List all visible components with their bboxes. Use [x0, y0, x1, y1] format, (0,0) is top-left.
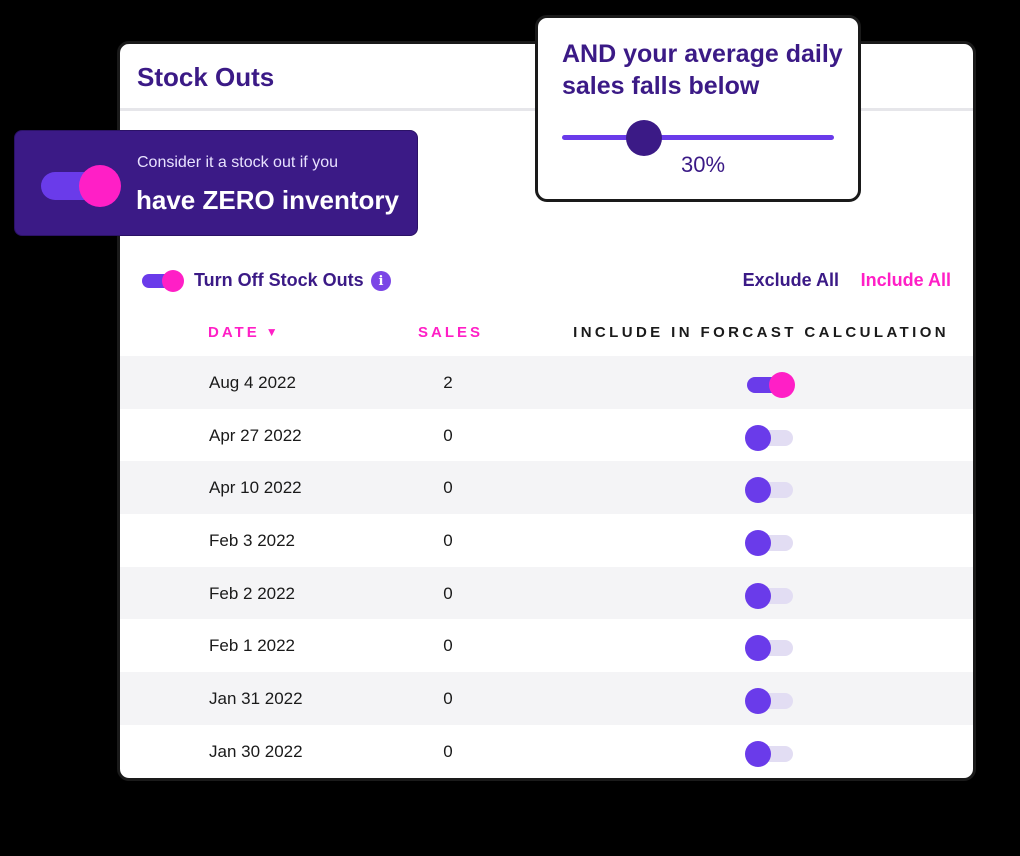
include-toggle[interactable] — [745, 687, 795, 715]
toggle-knob — [769, 372, 795, 398]
toggle-knob — [79, 165, 121, 207]
zero-inventory-heading: have ZERO inventory — [136, 185, 399, 215]
sales-cell: 0 — [443, 741, 453, 761]
table-row: Feb 3 2022 0 — [120, 514, 973, 567]
sales-cell: 0 — [443, 689, 453, 709]
sales-cell: 0 — [443, 425, 453, 445]
table-row: Jan 31 2022 0 — [120, 672, 973, 725]
include-toggle[interactable] — [745, 476, 795, 504]
date-cell: Jan 30 2022 — [209, 741, 303, 761]
date-cell: Apr 27 2022 — [209, 425, 302, 445]
include-toggle[interactable] — [745, 634, 795, 662]
sales-cell: 2 — [443, 373, 453, 392]
controls-row: Turn Off Stock Outs i Exclude All Includ… — [142, 266, 951, 296]
date-cell: Apr 10 2022 — [209, 478, 302, 498]
include-column-header: INCLUDE IN FORCAST CALCULATION — [573, 324, 949, 341]
date-cell: Aug 4 2022 — [209, 373, 296, 392]
slider-thumb[interactable] — [625, 120, 662, 156]
date-cell: Feb 3 2022 — [209, 531, 296, 551]
toggle-knob — [745, 740, 771, 767]
include-toggle[interactable] — [745, 424, 795, 451]
toggle-knob — [745, 424, 771, 451]
sales-cell: 0 — [443, 478, 453, 498]
toggle-knob — [745, 530, 771, 557]
toggle-knob — [745, 688, 771, 715]
zero-inventory-caption: Consider it a stock out if you — [137, 154, 338, 171]
table-row: Feb 2 2022 0 — [120, 566, 973, 620]
sales-column-header[interactable]: SALES — [418, 324, 484, 341]
table-row: Jan 30 2022 0 — [120, 725, 973, 778]
table-header: DATE ▼ SALES INCLUDE IN FORCAST CALCULATI… — [120, 324, 973, 344]
card-title: Stock Outs — [137, 62, 275, 92]
table-row: Aug 4 2022 2 — [120, 356, 973, 409]
date-header-label: DATE — [208, 324, 260, 341]
sales-threshold-slider[interactable] — [562, 120, 834, 156]
sales-cell: 0 — [443, 636, 453, 656]
turn-off-stock-outs-label: Turn Off Stock Outs — [194, 270, 364, 290]
info-icon[interactable]: i — [371, 271, 391, 291]
toggle-knob — [162, 270, 184, 292]
table-row: Apr 27 2022 0 — [120, 409, 973, 462]
toggle-knob — [745, 582, 771, 609]
date-cell: Feb 1 2022 — [209, 636, 296, 656]
include-toggle[interactable] — [745, 529, 795, 557]
slider-rail — [562, 135, 834, 140]
date-cell: Feb 2 2022 — [209, 583, 296, 603]
include-toggle[interactable] — [745, 371, 795, 398]
sales-threshold-value: 30% — [680, 152, 726, 177]
caret-down-icon: ▼ — [265, 325, 278, 339]
sales-threshold-title: AND your average daily sales falls below — [562, 40, 843, 100]
include-toggle[interactable] — [745, 740, 795, 767]
zero-inventory-card: Consider it a stock out if you have ZERO… — [14, 130, 418, 236]
date-column-header[interactable]: DATE ▼ — [208, 324, 278, 341]
exclude-all-link[interactable]: Exclude All — [742, 270, 839, 290]
table-body: Aug 4 2022 2 Apr 27 2022 0 Apr 10 2022 0… — [120, 356, 973, 778]
table-row: Apr 10 2022 0 — [120, 461, 973, 515]
toggle-knob — [745, 477, 771, 504]
sales-cell: 0 — [443, 531, 453, 551]
sales-cell: 0 — [443, 583, 453, 603]
include-toggle[interactable] — [745, 582, 795, 609]
include-all-link[interactable]: Include All — [860, 270, 951, 290]
toggle-knob — [745, 635, 771, 662]
zero-inventory-toggle[interactable] — [41, 165, 121, 207]
sales-threshold-card: AND your average daily sales falls below… — [535, 15, 861, 202]
table-row: Feb 1 2022 0 — [120, 619, 973, 672]
date-cell: Jan 31 2022 — [209, 689, 303, 709]
turn-off-stock-outs-toggle[interactable] — [142, 270, 186, 292]
